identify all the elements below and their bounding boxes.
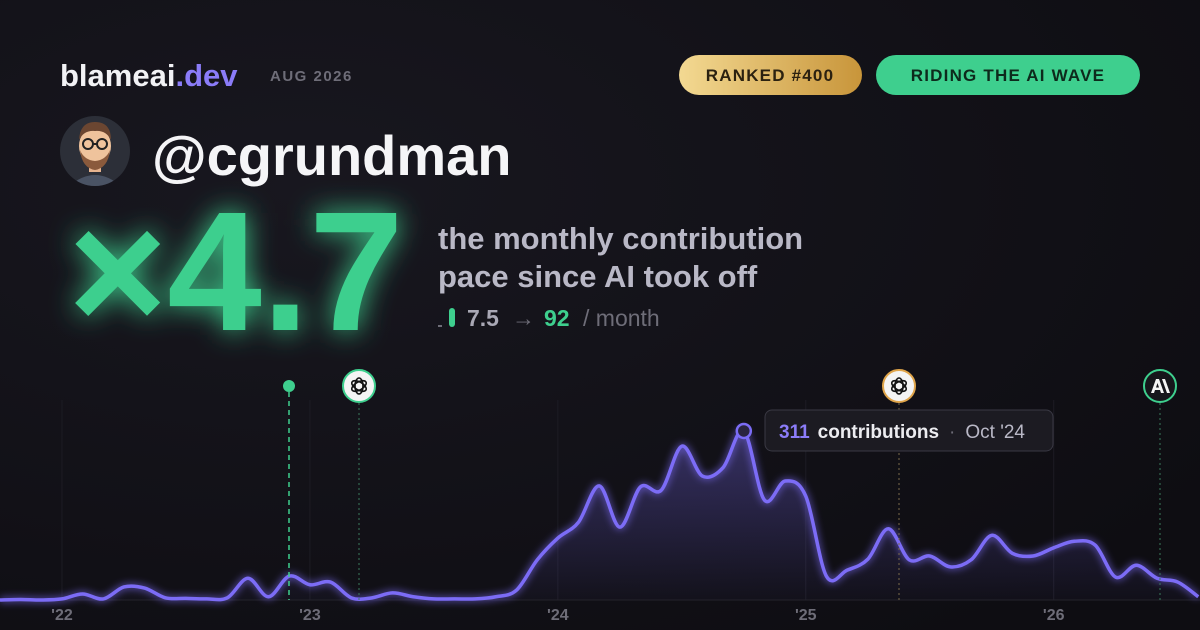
unit: / month [583,305,660,331]
period: AUG 2026 [270,68,353,85]
x-tick-label: '22 [51,607,73,624]
description-line: pace since AI took off [438,259,758,294]
x-tick-label: '24 [547,607,569,624]
x-tick-label: '25 [795,607,817,624]
tooltip-box [764,409,1054,452]
tooltip-text: 311 contributions · Oct '24 [779,422,1025,443]
tooltip-date: Oct '24 [965,422,1025,443]
before-value: 7.5 [467,305,499,331]
arrow: → [512,305,535,331]
x-tick-label: '23 [299,607,321,624]
ai-takeoff-dot [283,380,295,392]
wave-text: RIDING THE AI WAVE [911,66,1105,85]
tooltip-value: 311 [779,422,810,443]
brand-name: blameai [60,58,175,93]
rank-badge [679,55,862,95]
openai-icon [342,369,376,403]
openai-icon [882,369,916,403]
avatar [60,116,130,186]
brand-suffix: .dev [175,58,238,93]
brand: blameai.dev [60,58,238,93]
after-value: 92 [544,305,570,331]
tooltip: 311 contributions · Oct '24 [764,409,1054,452]
area [0,430,1199,601]
spark-high [449,308,455,327]
peak-marker [735,422,753,440]
spark-low [438,325,442,327]
anthropic-icon [1143,369,1177,403]
tooltip-sep: · [949,422,955,443]
rank-text: RANKED #400 [706,66,834,85]
x-tick-label: '26 [1043,607,1065,624]
wave-badge [876,55,1140,95]
multiplier: ×4.7 [68,177,404,367]
event-markers [283,369,1177,600]
handle: @cgrundman [152,124,512,187]
description-line: the monthly contribution [438,221,803,256]
line [0,428,1200,602]
tooltip-label: contributions [818,422,939,443]
